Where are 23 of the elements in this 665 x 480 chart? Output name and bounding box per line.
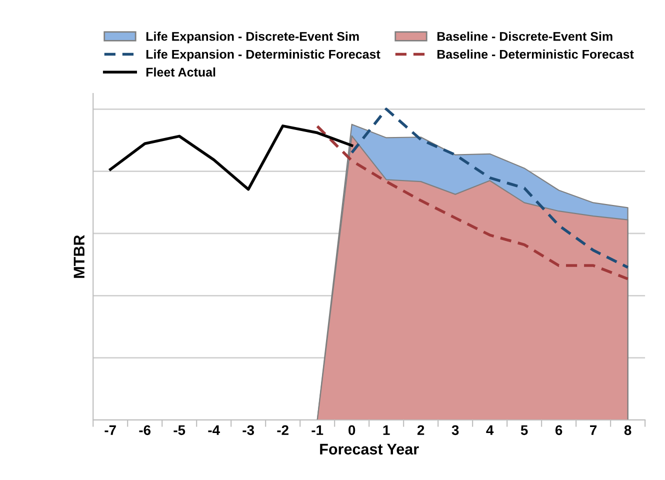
x-tick-label: -7 xyxy=(104,425,116,435)
x-tick-label: 8 xyxy=(624,425,632,436)
x-tick-label: 6 xyxy=(555,425,562,436)
y-axis-title: MTBR xyxy=(74,235,84,278)
x-tick-label: 1 xyxy=(383,425,390,435)
legend-label: Fleet Actual xyxy=(146,67,216,77)
x-axis-title: Forecast Year xyxy=(320,444,419,455)
x-tick-label: 3 xyxy=(452,425,459,436)
x-tick-label: 4 xyxy=(486,425,494,435)
x-tick-label: -2 xyxy=(277,425,288,435)
x-tick-label: -3 xyxy=(242,425,254,436)
legend-label: Life Expansion - Discrete-Event Sim xyxy=(146,32,359,44)
x-tick-label: -6 xyxy=(139,425,151,436)
x-tick-label: 0 xyxy=(348,425,356,436)
x-tick-label: 5 xyxy=(520,425,528,436)
legend-label: Baseline - Deterministic Forecast xyxy=(437,50,634,59)
legend-label: Baseline - Discrete-Event Sim xyxy=(437,32,612,41)
x-tick-label: -4 xyxy=(208,425,220,435)
x-tick-label: 2 xyxy=(417,425,424,435)
x-tick-label: -5 xyxy=(174,425,186,436)
x-tick-label: 7 xyxy=(590,425,597,435)
legend-label: Life Expansion - Deterministic Forecast xyxy=(146,50,380,62)
x-tick-label: -1 xyxy=(312,425,324,435)
